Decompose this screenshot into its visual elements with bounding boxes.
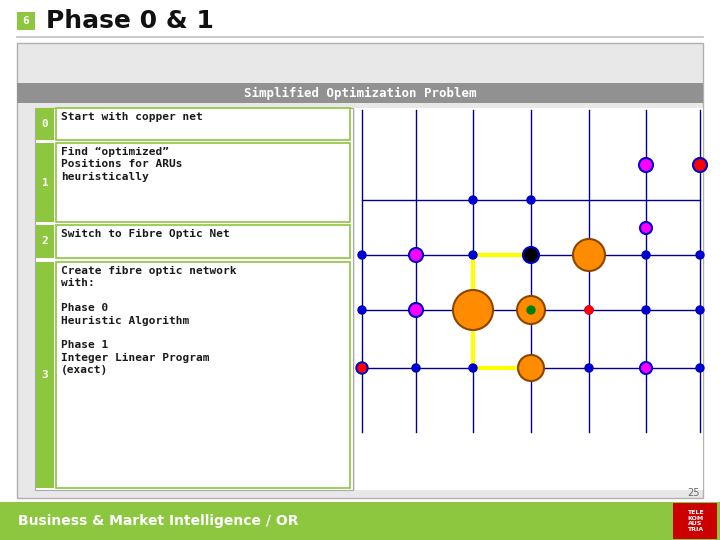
Circle shape [693,158,707,172]
Circle shape [358,306,366,314]
Circle shape [639,158,653,172]
Circle shape [527,196,535,204]
Text: Find “optimized”
Positions for ARUs
heuristically: Find “optimized” Positions for ARUs heur… [61,147,182,182]
Text: 1: 1 [42,178,48,187]
Bar [17,83,703,103]
Circle shape [523,247,539,263]
Circle shape [469,251,477,259]
Circle shape [469,364,477,372]
Text: Start with copper net: Start with copper net [61,112,203,122]
Circle shape [585,306,593,314]
Circle shape [469,196,477,204]
Bar [17,43,703,498]
Circle shape [518,355,544,381]
Text: 3: 3 [42,370,48,380]
Circle shape [358,251,366,259]
Text: 25: 25 [688,488,700,498]
Circle shape [585,364,593,372]
Text: TELE
KOM
AUS
TRIA: TELE KOM AUS TRIA [687,510,703,531]
Bar [17,12,35,30]
Circle shape [409,248,423,262]
Bar [36,143,54,222]
Bar [673,503,717,539]
Circle shape [517,296,545,324]
Circle shape [573,239,605,271]
Text: Phase 0 & 1: Phase 0 & 1 [46,9,214,33]
Text: 0: 0 [42,119,48,129]
Bar [36,262,54,488]
Circle shape [527,306,535,314]
Text: 2: 2 [42,237,48,246]
Bar [36,225,54,258]
FancyBboxPatch shape [56,225,350,258]
Text: Create fibre optic network
with:

Phase 0
Heuristic Algorithm

Phase 1
Integer L: Create fibre optic network with: Phase 0… [61,266,236,375]
Circle shape [696,364,704,372]
Text: 6: 6 [22,16,30,26]
Bar [0,502,720,540]
Bar [35,108,353,490]
Bar [355,108,703,490]
FancyBboxPatch shape [56,108,350,140]
Text: Business & Market Intelligence / OR: Business & Market Intelligence / OR [18,514,299,528]
Circle shape [358,364,366,372]
Circle shape [412,364,420,372]
Circle shape [642,306,650,314]
Bar [36,108,54,140]
Circle shape [585,306,593,314]
Text: Switch to Fibre Optic Net: Switch to Fibre Optic Net [61,229,230,239]
Circle shape [640,362,652,374]
Circle shape [696,251,704,259]
Circle shape [453,290,493,330]
Text: Simplified Optimization Problem: Simplified Optimization Problem [244,86,476,99]
Circle shape [642,251,650,259]
FancyBboxPatch shape [56,262,350,488]
Circle shape [640,222,652,234]
Circle shape [409,303,423,317]
FancyBboxPatch shape [56,143,350,222]
Circle shape [696,306,704,314]
Circle shape [356,362,368,374]
